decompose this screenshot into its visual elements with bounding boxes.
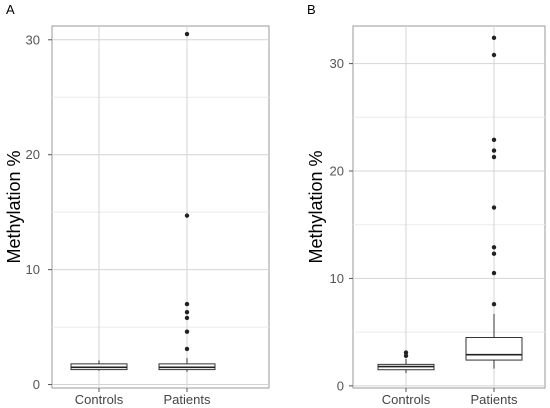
outlier-point [491,245,497,250]
outlier-point [184,309,190,315]
y-tick-label: 20 [330,164,344,179]
y-tick-label: 0 [33,377,40,392]
y-tick-label: 30 [330,56,344,71]
panel-letter: A [6,2,15,17]
outlier-point [491,148,497,153]
x-category-label: Controls [382,392,431,407]
outlier-point [184,301,190,307]
outlier-point [184,346,190,352]
outlier-point [184,329,190,334]
outlier-point [491,205,497,210]
outlier-point [491,251,497,256]
outlier-point [491,52,497,58]
outlier-point [184,31,190,37]
y-tick-label: 10 [26,262,40,277]
x-category-label: Patients [471,392,518,407]
outlier-point [491,35,497,41]
y-tick-label: 20 [26,147,40,162]
panel-letter: B [307,2,316,17]
y-tick-label: 10 [330,271,344,286]
box-patients [158,31,216,372]
y-tick-label: 30 [26,32,40,47]
outlier-point [491,154,497,160]
x-category-label: Patients [164,392,211,407]
plot-area [352,25,546,389]
outlier-point [491,270,497,276]
x-category-label: Controls [75,392,124,407]
outlier-point [491,302,497,307]
outlier-point [184,315,190,321]
outlier-point [184,213,190,218]
outlier-point [491,137,497,143]
outlier-point [403,350,409,355]
interquartile-box [465,337,523,361]
panel-b: 0 10 20 30 Controls Patients B Methylation % [306,2,546,407]
plot-area [51,25,270,389]
outlier-point [403,353,409,358]
y-tick-label: 0 [337,378,344,393]
y-axis-label: Methylation % [306,150,326,263]
box-controls [70,360,128,371]
y-axis-label: Methylation % [4,150,24,263]
panel-a: 0 10 20 30 Controls Patients A Methylation % [4,2,270,407]
box-patients [465,35,523,369]
box-controls [377,350,435,373]
